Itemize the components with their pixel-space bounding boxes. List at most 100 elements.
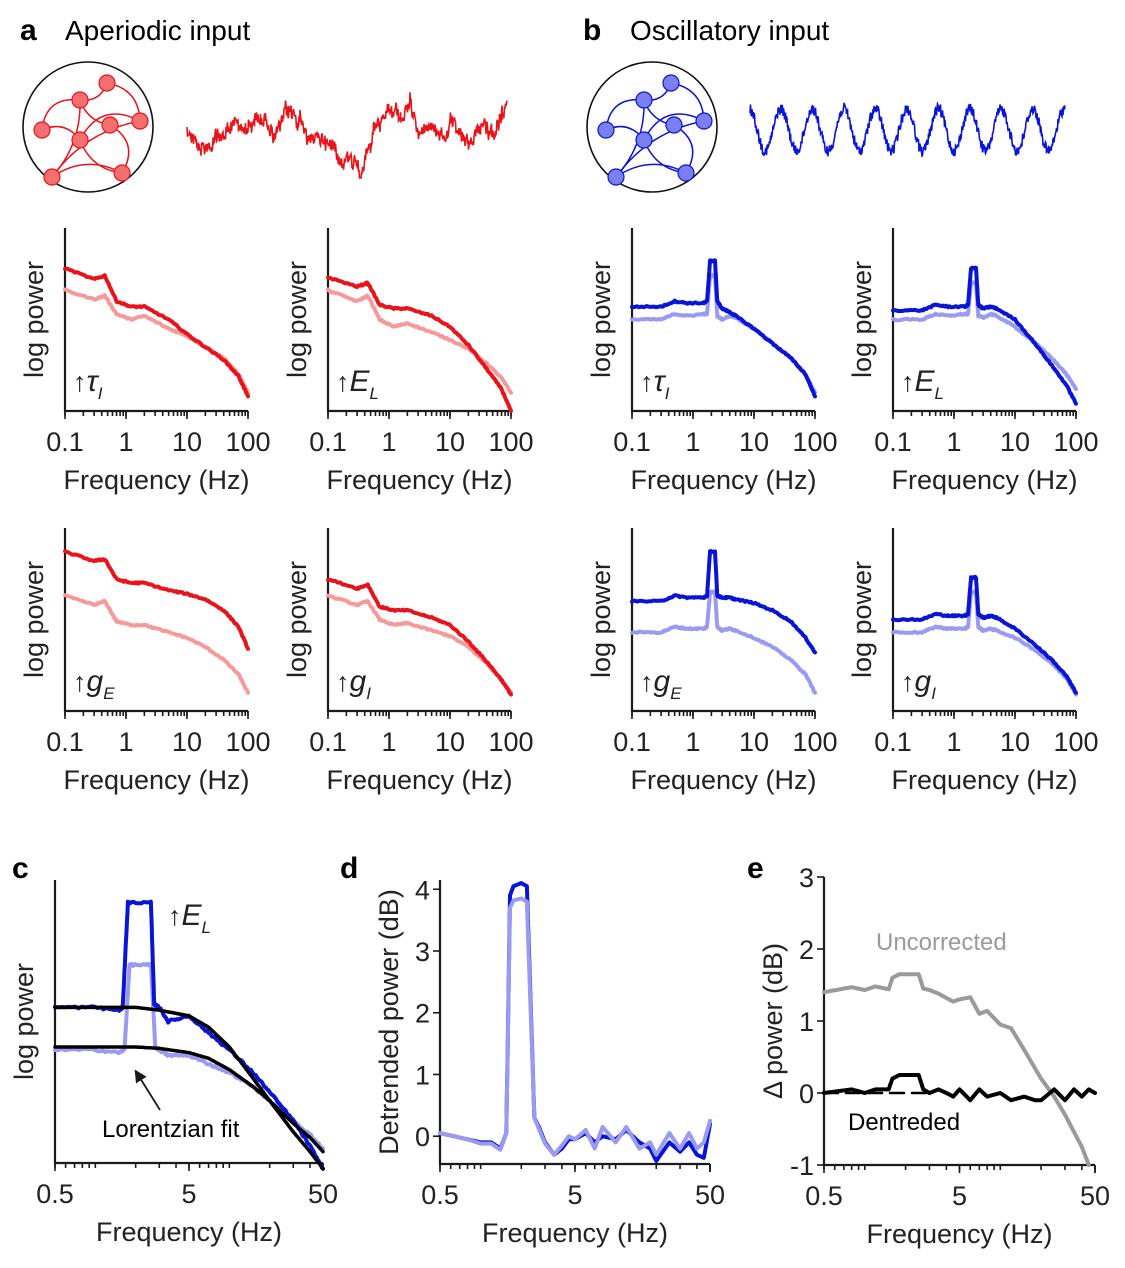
y-tick-label: 0 [799,1079,814,1109]
uncorrected-label: Uncorrected [876,929,1007,956]
parameter-subscript: L [370,384,379,403]
x-tick-label: 50 [308,1179,338,1209]
parameter-annotation: ↑gI [901,665,936,703]
panel-title-b: Oscillatory input [630,15,829,46]
neuron-node [635,91,653,109]
y-axis-label: log power [282,261,312,378]
axes-frame [891,528,1076,713]
series-line-increased [326,577,513,697]
oscillatory-input-trace [749,100,1066,158]
parameter-annotation: ↑EL [901,365,944,403]
panel-title-a: Aperiodic input [65,15,250,46]
neuron-node [43,168,61,186]
chart-aperiodic-tau-i: 0.1 1 10 100 Frequency (Hz) log power ↑τI [19,228,271,495]
series-line-fit-baseline [53,1045,325,1154]
parameter-symbol: τ [87,365,100,398]
x-tick-label: 10 [172,727,202,757]
neuron-node [695,112,713,130]
parameter-subscript: I [366,684,371,703]
network-diagram-oscillatory [586,61,718,193]
parameter-annotation: ↑τI [73,365,103,403]
axes-frame [438,880,710,1166]
parameter-annotation: ↑gE [73,665,115,703]
axes-frame [630,228,815,413]
y-tick-label: 1 [415,1060,430,1090]
series-line-dentreded [822,1073,1097,1103]
x-tick-label: 1 [685,727,700,757]
parameter-subscript: I [98,384,103,403]
parameter-subscript: I [931,684,936,703]
neuron-node [98,74,116,92]
y-axis-label: log power [282,561,312,678]
x-axis-label: Frequency (Hz) [630,765,816,795]
neuron-node [662,74,680,92]
x-tick-label: 5 [567,1180,582,1210]
y-axis-label: Δ power (dB) [758,943,788,1099]
up-arrow-icon: ↑ [336,367,350,397]
neuron-node [71,131,89,149]
up-arrow-icon: ↑ [73,667,87,697]
up-arrow-icon: ↑ [168,901,182,931]
parameter-annotation: ↑EL [336,365,379,403]
x-axis-label: Frequency (Hz) [326,465,512,495]
axes-frame [630,528,815,713]
x-tick-label: 0.1 [613,427,651,457]
connection-arrow [49,120,141,181]
x-tick-label: 1 [685,427,700,457]
panel-letter-d: d [340,852,358,885]
y-tick-label: 2 [799,935,814,965]
x-tick-label: 0.5 [421,1180,459,1210]
x-tick-label: 100 [488,427,533,457]
series-line-increased [630,549,817,655]
x-tick-label: 10 [739,727,769,757]
chart-aperiodic-g-i: 0.1 1 10 100 Frequency (Hz) log power ↑gI [282,528,534,795]
neuron-node [677,164,695,182]
x-axis-label: Frequency (Hz) [63,765,249,795]
neuron-node [71,91,89,109]
neuron-node [665,116,683,134]
parameter-symbol: g [654,665,671,698]
x-tick-label: 0.1 [874,427,912,457]
parameter-subscript: I [665,384,670,403]
neuron-node [635,131,653,149]
x-tick-label: 100 [792,427,837,457]
x-tick-label: 0.5 [36,1179,74,1209]
series-line-fit-increased [53,1005,325,1171]
series-line-baseline [326,287,513,395]
neuron-node [101,116,119,134]
parameter-annotation: ↑gE [640,665,682,703]
x-axis-label: Frequency (Hz) [96,1217,282,1247]
axes-frame [326,528,511,713]
parameter-subscript: E [670,684,682,703]
detrended-label: Dentreded [848,1109,960,1136]
y-tick-label: 2 [415,999,430,1029]
x-axis-label: Frequency (Hz) [63,465,249,495]
up-arrow-icon: ↑ [336,667,350,697]
up-arrow-icon: ↑ [901,667,915,697]
y-axis-label: log power [9,963,39,1080]
chart-oscillatory-e-l: 0.1 1 10 100 Frequency (Hz) log power ↑EL [847,228,1099,495]
chart-delta-power: 0.5 5 50 -1 0 1 2 3 Frequency (Hz) Δ power (dB) Un… [758,863,1110,1249]
chart-aperiodic-g-e: 0.1 1 10 100 Frequency (Hz) log power ↑gE [19,528,271,795]
x-tick-label: 1 [381,727,396,757]
series-line-increased [891,574,1078,695]
parameter-subscript: L [935,384,944,403]
callout-arrow-icon [134,1069,161,1111]
parameter-symbol: g [87,665,104,698]
neuron-node [131,112,149,130]
network-boundary-circle [22,61,154,193]
axes-frame [822,877,1095,1167]
parameter-annotation: ↑gI [336,665,371,703]
y-tick-label: 1 [799,1007,814,1037]
x-tick-label: 100 [225,427,270,457]
x-tick-label: 0.1 [309,727,347,757]
y-axis-label: log power [19,561,49,678]
neuron-node [33,121,51,139]
parameter-symbol: E [350,365,371,398]
x-axis-label: Frequency (Hz) [891,765,1077,795]
neuron-node [597,121,615,139]
x-axis-label: Frequency (Hz) [482,1218,668,1248]
series-line-increased [63,266,250,399]
x-tick-label: 10 [435,427,465,457]
y-tick-label: -1 [790,1151,814,1181]
